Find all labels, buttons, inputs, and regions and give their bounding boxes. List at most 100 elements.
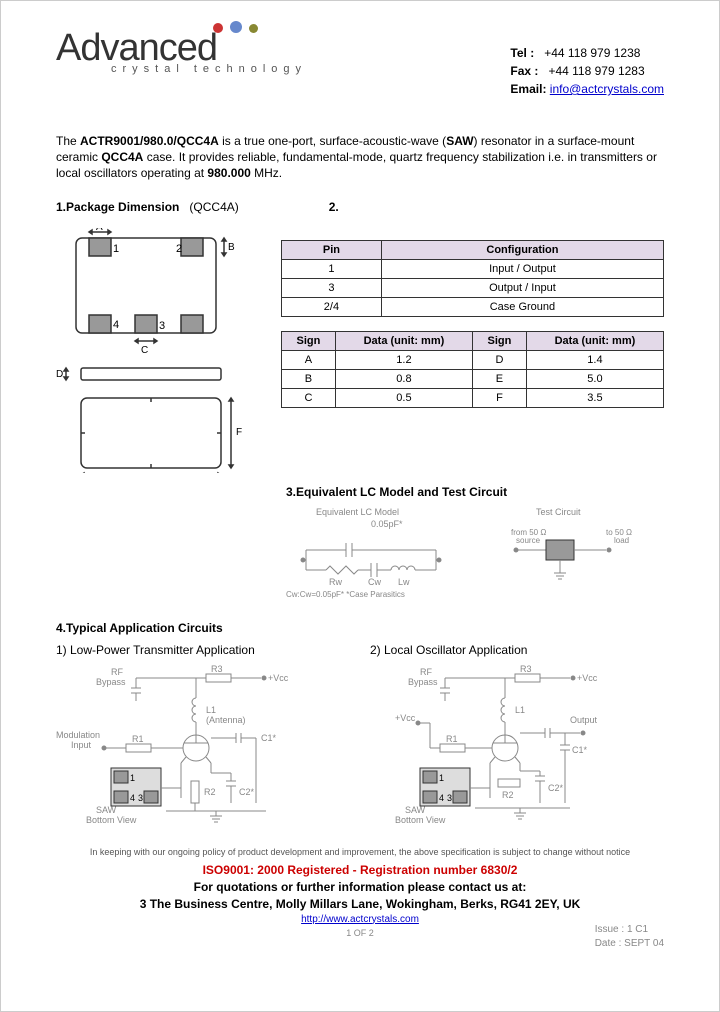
- svg-text:C2*: C2*: [239, 787, 255, 797]
- quotation-line: For quotations or further information pl…: [56, 879, 664, 896]
- svg-text:Cw:Cw=0.05pF* *Case Parasitics: Cw:Cw=0.05pF* *Case Parasitics: [286, 590, 405, 599]
- svg-text:Cw: Cw: [368, 577, 381, 587]
- svg-text:R1: R1: [132, 734, 144, 744]
- logo-dots-icon: [211, 21, 260, 36]
- svg-text:1: 1: [113, 243, 119, 255]
- svg-text:+Vcc: +Vcc: [268, 673, 289, 683]
- svg-text:2: 2: [176, 243, 182, 255]
- intro-paragraph: The ACTR9001/980.0/QCC4A is a true one-p…: [56, 133, 664, 182]
- tel-value: +44 118 979 1238: [544, 46, 640, 60]
- svg-text:R2: R2: [502, 790, 514, 800]
- svg-text:+Vcc: +Vcc: [395, 713, 416, 723]
- section-3: 3.Equivalent LC Model and Test Circuit E…: [56, 485, 664, 603]
- svg-text:Bypass: Bypass: [408, 677, 438, 687]
- th-pin: Pin: [282, 240, 382, 259]
- svg-text:1: 1: [130, 773, 135, 783]
- contact-block: Tel : +44 118 979 1238 Fax : +44 118 979…: [510, 44, 664, 98]
- table-row: 1Input / Output: [282, 259, 664, 278]
- svg-text:Bottom View: Bottom View: [86, 815, 137, 823]
- header: Advanced crystal technology Tel : +44 11…: [56, 29, 664, 98]
- svg-text:Output: Output: [570, 715, 598, 725]
- table-row: 3Output / Input: [282, 278, 664, 297]
- pad-3: [135, 315, 157, 333]
- table-row: A1.2D1.4: [282, 350, 664, 369]
- address-line: 3 The Business Centre, Molly Millars Lan…: [56, 896, 664, 913]
- th-config: Configuration: [381, 240, 663, 259]
- svg-text:SAW: SAW: [405, 805, 426, 815]
- section-2-marker: 2.: [329, 200, 339, 214]
- svg-text:Bypass: Bypass: [96, 677, 126, 687]
- part-number: ACTR9001/980.0/QCC4A: [80, 134, 219, 148]
- svg-text:3: 3: [447, 793, 452, 803]
- iso-registration: ISO9001: 2000 Registered - Registration …: [56, 862, 664, 879]
- svg-text:Modulation: Modulation: [56, 730, 100, 740]
- table-row: 2/4Case Ground: [282, 297, 664, 316]
- svg-text:0.05pF*: 0.05pF*: [371, 519, 403, 529]
- tel-label: Tel :: [510, 46, 534, 60]
- svg-text:4: 4: [130, 793, 135, 803]
- svg-text:C1*: C1*: [261, 733, 277, 743]
- svg-text:load: load: [614, 536, 629, 545]
- svg-text:R3: R3: [211, 664, 223, 674]
- svg-text:RF: RF: [111, 667, 123, 677]
- svg-text:3: 3: [138, 793, 143, 803]
- fax-label: Fax :: [510, 64, 538, 78]
- svg-text:Lw: Lw: [398, 577, 410, 587]
- svg-text:F: F: [236, 427, 242, 438]
- package-diagram: 1 2 3 4 A B C D: [56, 228, 251, 473]
- svg-text:C2*: C2*: [548, 783, 564, 793]
- fax-value: +44 118 979 1283: [548, 64, 644, 78]
- pad-1: [89, 238, 111, 256]
- email-link[interactable]: info@actcrystals.com: [550, 82, 664, 96]
- issue-block: Issue : 1 C1 Date : SEPT 04: [595, 923, 664, 951]
- section-4-title: 4.Typical Application Circuits: [56, 621, 664, 635]
- pin-configuration-table: PinConfiguration 1Input / Output 3Output…: [281, 240, 664, 317]
- package-dimension-svg: 1 2 3 4 A B C D: [56, 228, 251, 473]
- svg-text:L1: L1: [515, 705, 525, 715]
- lc-model-svg: Equivalent LC Model Test Circuit 0.05pF*: [286, 505, 656, 600]
- company-tagline: crystal technology: [111, 63, 336, 75]
- date-label: Date : SEPT 04: [595, 937, 664, 951]
- svg-text:C: C: [141, 345, 148, 356]
- company-name: Advanced: [56, 29, 336, 67]
- svg-text:R2: R2: [204, 787, 216, 797]
- svg-text:Rw: Rw: [329, 577, 342, 587]
- issue-label: Issue : 1 C1: [595, 923, 664, 937]
- svg-text:C1*: C1*: [572, 745, 588, 755]
- section-4: 4.Typical Application Circuits 1) Low-Po…: [56, 621, 664, 826]
- lc-label: Equivalent LC Model: [316, 507, 399, 517]
- section-3-title: 3.Equivalent LC Model and Test Circuit: [286, 485, 664, 499]
- svg-text:R1: R1: [446, 734, 458, 744]
- dimension-table: SignData (unit: mm) SignData (unit: mm) …: [281, 331, 664, 408]
- logo: Advanced crystal technology: [56, 29, 336, 75]
- svg-text:Bottom View: Bottom View: [395, 815, 446, 823]
- website-link[interactable]: http://www.actcrystals.com: [301, 914, 419, 925]
- svg-text:L1: L1: [206, 705, 216, 715]
- circuit-transmitter: 1) Low-Power Transmitter Application RF …: [56, 643, 350, 826]
- pad-2: [181, 238, 203, 256]
- circuit-2-label: 2) Local Oscillator Application: [370, 643, 664, 657]
- svg-text:1: 1: [439, 773, 444, 783]
- page-number: 1 OF 2: [56, 927, 664, 940]
- section-1-title: 1.Package Dimension (QCC4A): [56, 200, 239, 214]
- footer: In keeping with our ongoing policy of pr…: [56, 846, 664, 940]
- svg-text:4: 4: [439, 793, 444, 803]
- svg-text:source: source: [516, 536, 541, 545]
- svg-text:SAW: SAW: [96, 805, 117, 815]
- svg-text:4: 4: [113, 319, 119, 331]
- svg-text:3: 3: [159, 320, 165, 332]
- email-label: Email:: [510, 82, 546, 96]
- svg-text:Input: Input: [71, 740, 92, 750]
- table-row: C0.5F3.5: [282, 388, 664, 407]
- transmitter-circuit-svg: RF Bypass R3 +Vcc L1 (Antenna) Modula: [56, 663, 336, 823]
- oscillator-circuit-svg: RF Bypass R3 +Vcc L1 +Vcc: [370, 663, 650, 823]
- svg-text:B: B: [228, 242, 235, 253]
- svg-text:RF: RF: [420, 667, 432, 677]
- svg-text:(Antenna): (Antenna): [206, 715, 246, 725]
- svg-text:R3: R3: [520, 664, 532, 674]
- svg-text:D: D: [56, 369, 63, 380]
- circuit-1-label: 1) Low-Power Transmitter Application: [56, 643, 350, 657]
- pad-4: [89, 315, 111, 333]
- disclaimer: In keeping with our ongoing policy of pr…: [56, 846, 664, 859]
- svg-text:A: A: [96, 228, 103, 233]
